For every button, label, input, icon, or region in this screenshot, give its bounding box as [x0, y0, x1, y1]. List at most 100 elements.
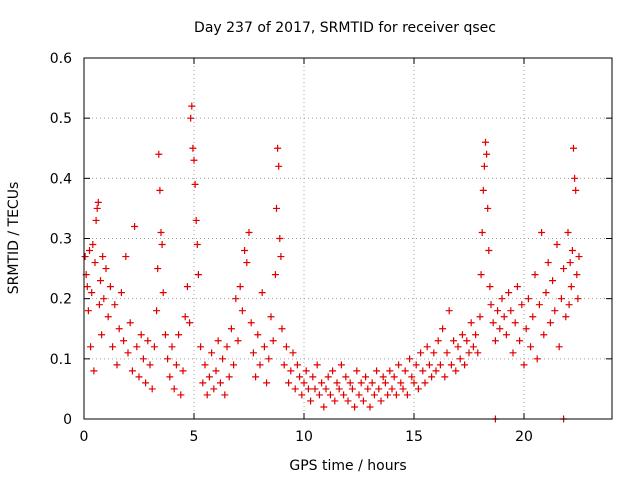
data-point	[304, 385, 312, 393]
data-point	[463, 337, 471, 345]
data-point	[538, 228, 546, 236]
data-point	[484, 204, 492, 212]
data-point	[83, 283, 91, 291]
data-point	[436, 361, 444, 369]
data-point	[379, 373, 387, 381]
data-point	[570, 144, 577, 152]
data-point	[573, 271, 581, 279]
data-point	[109, 343, 117, 351]
data-point	[158, 241, 166, 249]
data-point	[230, 361, 238, 369]
data-point	[223, 343, 231, 351]
data-point	[128, 367, 136, 375]
data-point	[311, 385, 319, 393]
data-point	[88, 289, 96, 297]
y-tick-labels: 0 0.1 0.2 0.3 0.4 0.5 0.6	[50, 51, 72, 428]
data-point	[572, 186, 580, 194]
data-point	[500, 313, 508, 321]
x-tick-label: 10	[295, 429, 313, 445]
data-point	[439, 325, 447, 333]
data-point	[531, 271, 539, 279]
y-tick-label: 0.3	[50, 232, 72, 248]
data-point	[496, 325, 504, 333]
data-point	[542, 289, 550, 297]
data-point	[154, 265, 162, 273]
data-point	[146, 361, 154, 369]
data-point	[192, 216, 200, 224]
data-point	[571, 174, 579, 182]
data-point	[566, 259, 574, 267]
data-point	[428, 373, 436, 381]
y-tick-label: 0	[63, 412, 72, 428]
data-point	[155, 150, 163, 158]
data-point	[87, 343, 95, 351]
data-point	[414, 385, 422, 393]
data-point	[291, 385, 299, 393]
data-point	[333, 379, 341, 387]
data-point	[430, 349, 438, 357]
data-point	[214, 337, 222, 345]
data-point	[194, 271, 202, 279]
data-point	[166, 373, 174, 381]
data-point	[353, 367, 361, 375]
data-point	[486, 283, 494, 291]
data-point	[91, 259, 99, 267]
data-point	[388, 385, 396, 393]
data-point	[485, 247, 493, 255]
data-point	[366, 403, 374, 411]
data-point	[324, 373, 332, 381]
data-point	[467, 319, 475, 327]
data-point	[89, 241, 97, 249]
data-point	[562, 313, 570, 321]
y-tick-label: 0.4	[50, 171, 72, 187]
data-point	[122, 253, 130, 261]
data-point	[421, 379, 429, 387]
data-point	[395, 361, 403, 369]
data-point	[190, 156, 198, 164]
data-point	[137, 331, 145, 339]
y-axis-label: SRMTID / TECUs	[6, 182, 22, 295]
data-point	[302, 367, 310, 375]
data-point	[227, 325, 235, 333]
data-point	[498, 295, 506, 303]
data-point	[533, 355, 541, 363]
data-point	[274, 144, 282, 152]
data-point	[93, 204, 101, 212]
data-point	[520, 361, 528, 369]
grid-lines	[84, 58, 612, 419]
data-point	[245, 228, 253, 236]
data-point	[298, 391, 306, 399]
data-point	[260, 343, 268, 351]
data-point	[258, 289, 266, 297]
data-point	[269, 337, 277, 345]
data-point	[342, 373, 350, 381]
data-point	[159, 289, 167, 297]
data-point	[186, 319, 194, 327]
data-point	[172, 361, 180, 369]
data-point	[329, 367, 337, 375]
data-point	[92, 216, 100, 224]
data-point	[551, 307, 559, 315]
data-point	[443, 349, 451, 357]
data-point	[275, 162, 283, 170]
data-point	[216, 379, 224, 387]
data-point	[384, 391, 392, 399]
data-point	[478, 228, 486, 236]
data-point	[142, 379, 150, 387]
data-point	[225, 373, 233, 381]
data-point	[293, 361, 301, 369]
data-point	[187, 114, 195, 122]
data-point	[183, 283, 191, 291]
y-tick-label: 0.6	[50, 51, 72, 67]
data-point	[285, 379, 293, 387]
data-point	[193, 241, 201, 249]
data-point	[276, 235, 284, 242]
data-point	[434, 337, 442, 345]
data-point	[289, 349, 297, 357]
chart-title: Day 237 of 2017, SRMTID for receiver qse…	[194, 20, 496, 36]
data-point	[236, 283, 244, 291]
data-point	[346, 379, 354, 387]
data-point	[199, 379, 207, 387]
data-point	[454, 343, 462, 351]
data-point	[390, 373, 398, 381]
